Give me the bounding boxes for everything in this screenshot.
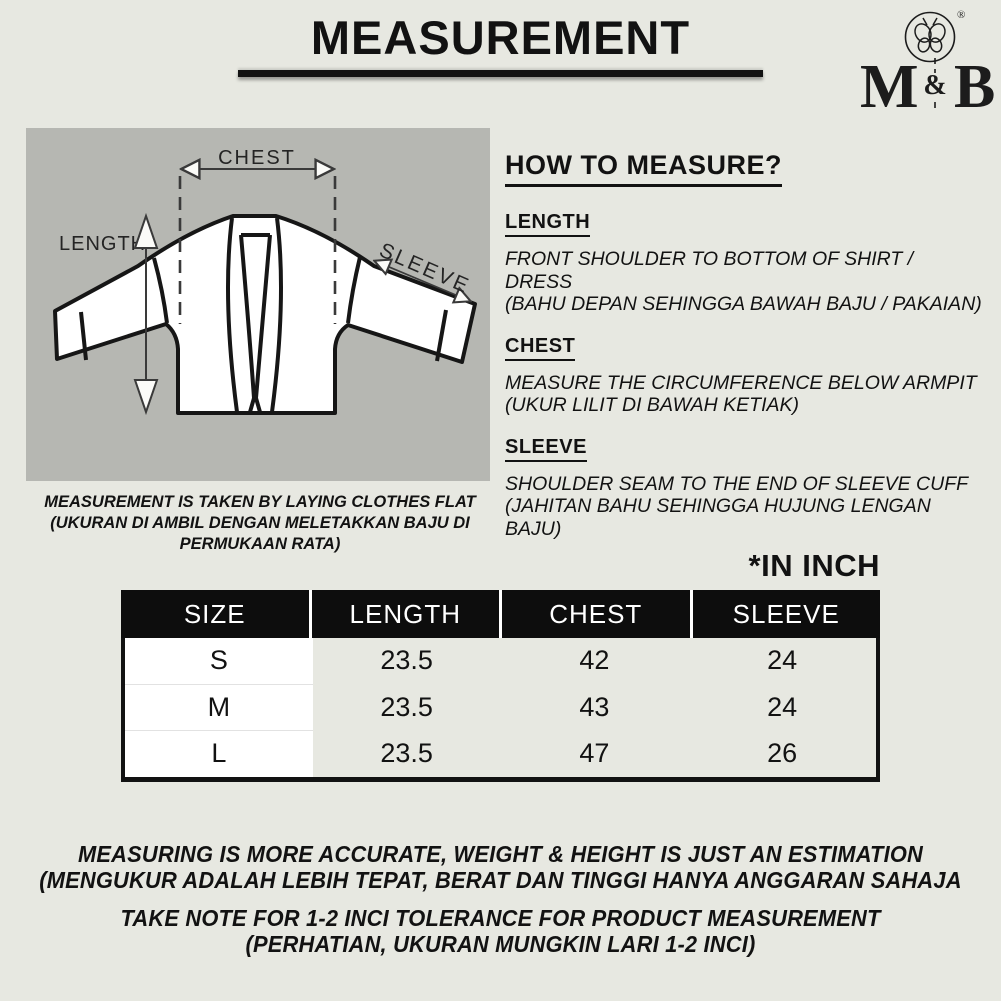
accuracy-note-my: (MENGUKUR ADALAH LEBIH TEPAT, BERAT DAN … <box>39 867 962 893</box>
measure-section-chest: CHEST MEASURE THE CIRCUMFERENCE BELOW AR… <box>505 335 985 417</box>
cell-chest: 47 <box>579 738 610 769</box>
section-desc-my: (BAHU DEPAN SEHINGGA BAWAH BAJU / PAKAIA… <box>505 293 982 315</box>
title-underline-bar <box>238 70 763 77</box>
section-label: LENGTH <box>505 211 591 237</box>
size-table: SIZE LENGTH CHEST SLEEVE S 23.5 42 24 M … <box>121 590 880 782</box>
caption-line-1: MEASUREMENT IS TAKEN BY LAYING CLOTHES F… <box>44 493 476 511</box>
section-desc-en: FRONT SHOULDER TO BOTTOM OF SHIRT / DRES… <box>505 248 914 293</box>
table-row: L 23.5 47 26 <box>125 731 876 777</box>
logo-ampersand: & <box>923 70 946 101</box>
section-desc-my: (UKUR LILIT DI BAWAH KETIAK) <box>505 394 800 416</box>
cell-chest: 43 <box>579 691 610 722</box>
registered-mark: ® <box>957 9 965 21</box>
col-header-sleeve: SLEEVE <box>692 590 880 638</box>
cell-length: 23.5 <box>380 645 433 676</box>
tolerance-note-my: (PERHATIAN, UKURAN MUNGKIN LARI 1-2 INCI… <box>245 931 756 957</box>
unit-note: *IN INCH <box>748 548 880 583</box>
butterfly-monogram-icon: ® M B & <box>860 9 995 121</box>
chest-label: CHEST <box>218 147 296 169</box>
cell-sleeve: 26 <box>767 738 798 769</box>
cell-length: 23.5 <box>380 738 433 769</box>
section-label: CHEST <box>505 335 576 361</box>
how-to-measure-title: HOW TO MEASURE? <box>505 150 782 187</box>
section-desc-my: (JAHITAN BAHU SEHINGGA HUJUNG LENGAN BAJ… <box>505 495 931 540</box>
size-table-body: S 23.5 42 24 M 23.5 43 24 L 23.5 47 26 <box>121 638 880 782</box>
kimono-jacket-drawing <box>53 214 477 415</box>
tolerance-note: TAKE NOTE FOR 1-2 INCI TOLERANCE FOR PRO… <box>35 905 966 957</box>
col-header-length: LENGTH <box>311 590 499 638</box>
table-row: M 23.5 43 24 <box>125 684 876 731</box>
logo-letter-b: B <box>954 53 995 116</box>
garment-diagram-panel: CHEST LENGTH SLEEVE <box>26 128 490 481</box>
col-header-size: SIZE <box>121 590 309 638</box>
brand-logo: ® M B & <box>856 4 996 121</box>
section-desc-en: SHOULDER SEAM TO THE END OF SLEEVE CUFF <box>505 472 969 495</box>
cell-sleeve: 24 <box>767 645 798 676</box>
section-desc-en: MEASURE THE CIRCUMFERENCE BELOW ARMPIT <box>505 371 977 394</box>
garment-measure-diagram: CHEST LENGTH SLEEVE <box>53 147 477 416</box>
col-header-chest: CHEST <box>502 590 690 638</box>
cell-size: M <box>125 684 313 731</box>
logo-letter-m: M <box>860 53 919 116</box>
length-label: LENGTH <box>59 233 146 255</box>
cell-length: 23.5 <box>380 691 433 722</box>
cell-sleeve: 24 <box>767 691 798 722</box>
how-to-measure-section: HOW TO MEASURE? LENGTH FRONT SHOULDER TO… <box>505 150 985 559</box>
cell-chest: 42 <box>579 645 610 676</box>
accuracy-note: MEASURING IS MORE ACCURATE, WEIGHT & HEI… <box>35 841 966 893</box>
measure-section-length: LENGTH FRONT SHOULDER TO BOTTOM OF SHIRT… <box>505 211 985 316</box>
measure-section-sleeve: SLEEVE SHOULDER SEAM TO THE END OF SLEEV… <box>505 436 985 541</box>
table-row: S 23.5 42 24 <box>125 638 876 685</box>
accuracy-note-en: MEASURING IS MORE ACCURATE, WEIGHT & HEI… <box>77 841 924 867</box>
length-measure-annotation: LENGTH <box>59 212 159 416</box>
page-title: MEASUREMENT <box>310 11 691 64</box>
section-label: SLEEVE <box>505 436 587 462</box>
chest-measure-annotation: CHEST <box>178 147 337 324</box>
size-table-header: SIZE LENGTH CHEST SLEEVE <box>121 590 880 638</box>
cell-size: S <box>125 638 313 685</box>
tolerance-note-en: TAKE NOTE FOR 1-2 INCI TOLERANCE FOR PRO… <box>120 905 881 931</box>
caption-line-2: (UKURAN DI AMBIL DENGAN MELETAKKAN BAJU … <box>50 514 470 553</box>
cell-size: L <box>125 731 313 777</box>
diagram-caption: MEASUREMENT IS TAKEN BY LAYING CLOTHES F… <box>0 492 520 555</box>
